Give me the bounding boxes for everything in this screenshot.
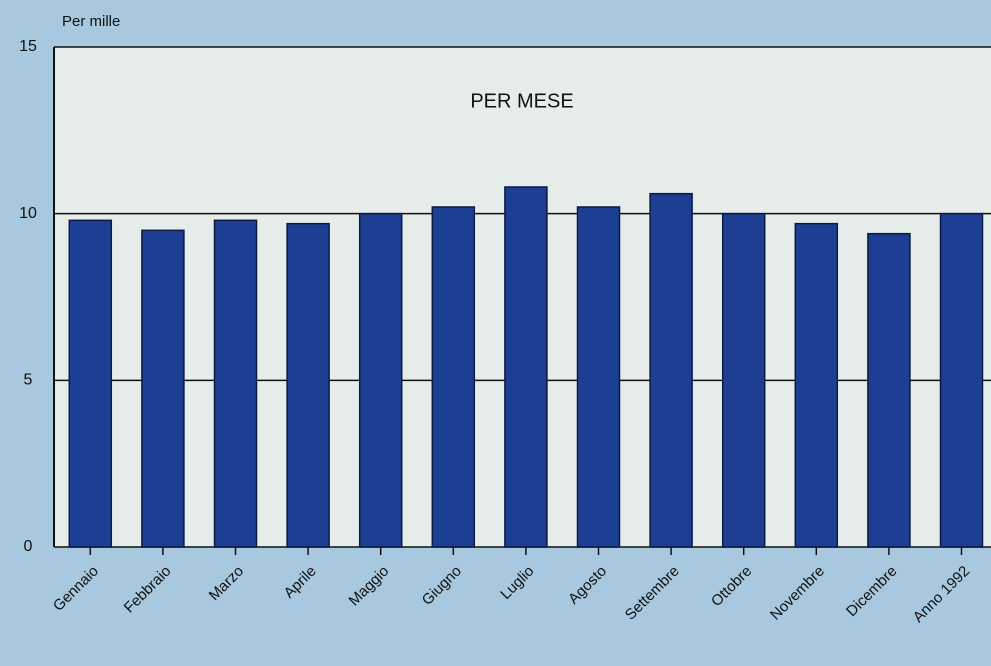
bar	[286, 222, 330, 548]
y-tick-label: 15	[19, 38, 37, 55]
bar	[939, 212, 984, 548]
bar	[649, 192, 693, 548]
bar	[867, 232, 911, 548]
bar	[141, 229, 185, 548]
bar	[68, 219, 113, 548]
bar	[576, 206, 621, 548]
y-tick-label: 5	[24, 372, 33, 389]
bar	[431, 206, 476, 548]
y-tick-label: 0	[24, 538, 33, 555]
bar	[721, 212, 766, 548]
y-tick-label: 10	[19, 205, 37, 222]
bar	[213, 219, 258, 548]
y-axis-label: Per mille	[62, 13, 120, 30]
bar	[794, 222, 839, 548]
bar	[504, 186, 548, 548]
bar	[358, 212, 403, 548]
chart-title: PER MESE	[470, 90, 573, 112]
